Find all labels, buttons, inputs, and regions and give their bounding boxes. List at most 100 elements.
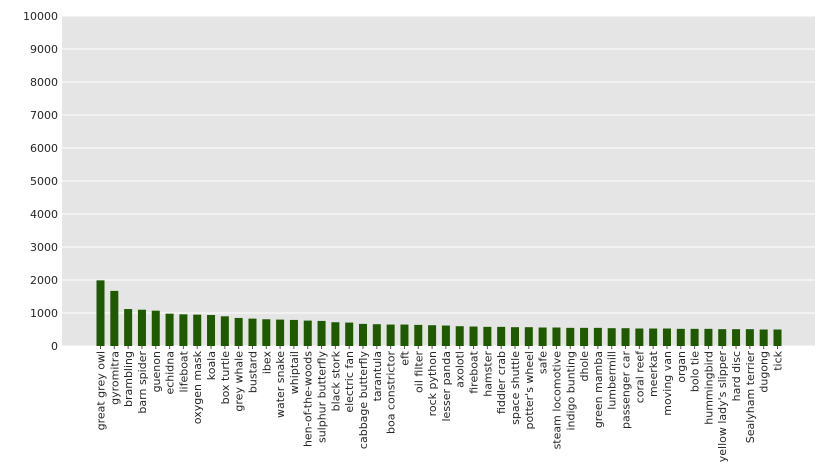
bar-42	[676, 328, 685, 346]
x-tick-label: axolotl	[454, 351, 467, 388]
bar-15	[303, 320, 312, 346]
x-tick-label: tarantula	[371, 351, 384, 401]
y-tick-label: 1000	[30, 307, 58, 320]
x-tick-label: great grey owl	[95, 351, 108, 430]
x-tick-label: bolo tie	[689, 351, 702, 392]
bar-17	[331, 322, 340, 346]
x-tick-label: electric fan	[343, 351, 356, 413]
x-tick-label: fireboat	[468, 350, 481, 393]
bar-19	[359, 323, 368, 346]
x-tick-label: whiptail	[288, 351, 301, 394]
x-tick-label: rock python	[426, 351, 439, 416]
bar-47	[745, 329, 754, 346]
bar-16	[317, 320, 326, 346]
bar-1	[110, 290, 119, 346]
bar-13	[276, 319, 285, 346]
bar-26	[455, 326, 464, 346]
bar-7	[193, 314, 202, 346]
bar-27	[469, 326, 478, 346]
bar-49	[773, 329, 782, 346]
bar-40	[649, 328, 658, 346]
y-tick-label: 5000	[30, 175, 58, 188]
x-tick-label: safe	[537, 351, 550, 374]
y-tick-label: 4000	[30, 208, 58, 221]
x-tick-label: lumbermill	[606, 351, 619, 410]
bar-41	[662, 328, 671, 346]
y-tick-label: 10000	[23, 10, 58, 23]
x-tick-label: hamster	[481, 351, 494, 397]
x-tick-label: boa constrictor	[385, 351, 398, 434]
bar-3	[137, 309, 146, 346]
bar-30	[510, 327, 519, 346]
bar-8	[207, 314, 216, 346]
x-tick-label: organ	[675, 351, 688, 383]
x-tick-label: space shuttle	[509, 351, 522, 425]
bar-22	[400, 324, 409, 346]
bar-0	[96, 280, 105, 346]
x-tick-label: yellow lady's slipper	[716, 351, 729, 463]
y-tick-label: 7000	[30, 109, 58, 122]
bar-18	[345, 322, 354, 346]
x-tick-label: lifeboat	[177, 350, 190, 392]
x-tick-label: tick	[772, 350, 785, 370]
x-tick-label: oxygen mask	[191, 350, 204, 424]
bar-39	[635, 328, 644, 346]
bar-5	[165, 313, 174, 346]
x-tick-label: coral reef	[633, 350, 646, 403]
x-tick-label: brambling	[122, 351, 135, 407]
x-tick-label: box turtle	[219, 351, 232, 405]
y-tick-label: 8000	[30, 76, 58, 89]
bar-25	[441, 325, 450, 346]
bar-14	[289, 319, 298, 346]
bar-12	[262, 319, 271, 346]
bar-34	[566, 327, 575, 346]
grid-lines	[62, 15, 815, 347]
x-tick-label: meerkat	[647, 350, 660, 397]
x-tick-label: guenon	[150, 351, 163, 392]
bar-29	[497, 326, 506, 346]
bar-31	[524, 327, 533, 346]
x-tick-label: water snake	[274, 351, 287, 418]
bar-38	[621, 328, 630, 346]
bar-43	[690, 328, 699, 346]
x-tick-label: ibex	[260, 351, 273, 375]
bar-37	[607, 328, 616, 346]
y-tick-label: 0	[51, 340, 58, 353]
bar-45	[718, 329, 727, 346]
x-tick-label: gyromitra	[108, 351, 121, 405]
x-tick-label: koala	[205, 351, 218, 380]
x-tick-label: indigo bunting	[564, 351, 577, 431]
x-axis-ticks: great grey owl gyromitra brambling barn spi…	[95, 346, 785, 462]
x-tick-label: echidna	[164, 351, 177, 395]
x-tick-label: dugong	[758, 351, 771, 393]
x-tick-label: hard disc	[730, 351, 743, 401]
x-tick-label: green mamba	[592, 351, 605, 428]
bar-36	[593, 327, 602, 346]
x-tick-label: passenger car	[620, 351, 633, 429]
bar-24	[428, 325, 437, 346]
bar-21	[386, 324, 395, 346]
y-tick-label: 9000	[30, 43, 58, 56]
y-tick-label: 2000	[30, 274, 58, 287]
x-tick-label: steam locomotive	[550, 351, 563, 450]
x-tick-label: hen-of-the-woods	[302, 351, 315, 447]
bar-32	[538, 327, 547, 346]
x-tick-label: black stork	[329, 350, 342, 411]
bar-48	[759, 329, 768, 346]
x-tick-label: oil filter	[412, 351, 425, 393]
x-tick-label: lesser panda	[440, 351, 453, 422]
x-tick-label: moving van	[661, 351, 674, 416]
x-tick-label: grey whale	[233, 351, 246, 412]
y-tick-label: 3000	[30, 241, 58, 254]
bar-28	[483, 326, 492, 346]
x-tick-label: potter's wheel	[523, 351, 536, 429]
x-tick-label: sulphur butterfly	[316, 351, 329, 444]
bar-2	[124, 309, 133, 346]
bars	[96, 280, 782, 346]
x-tick-label: eft	[398, 350, 411, 365]
x-tick-label: bustard	[246, 351, 259, 393]
bar-20	[372, 324, 381, 346]
bar-33	[552, 327, 561, 346]
